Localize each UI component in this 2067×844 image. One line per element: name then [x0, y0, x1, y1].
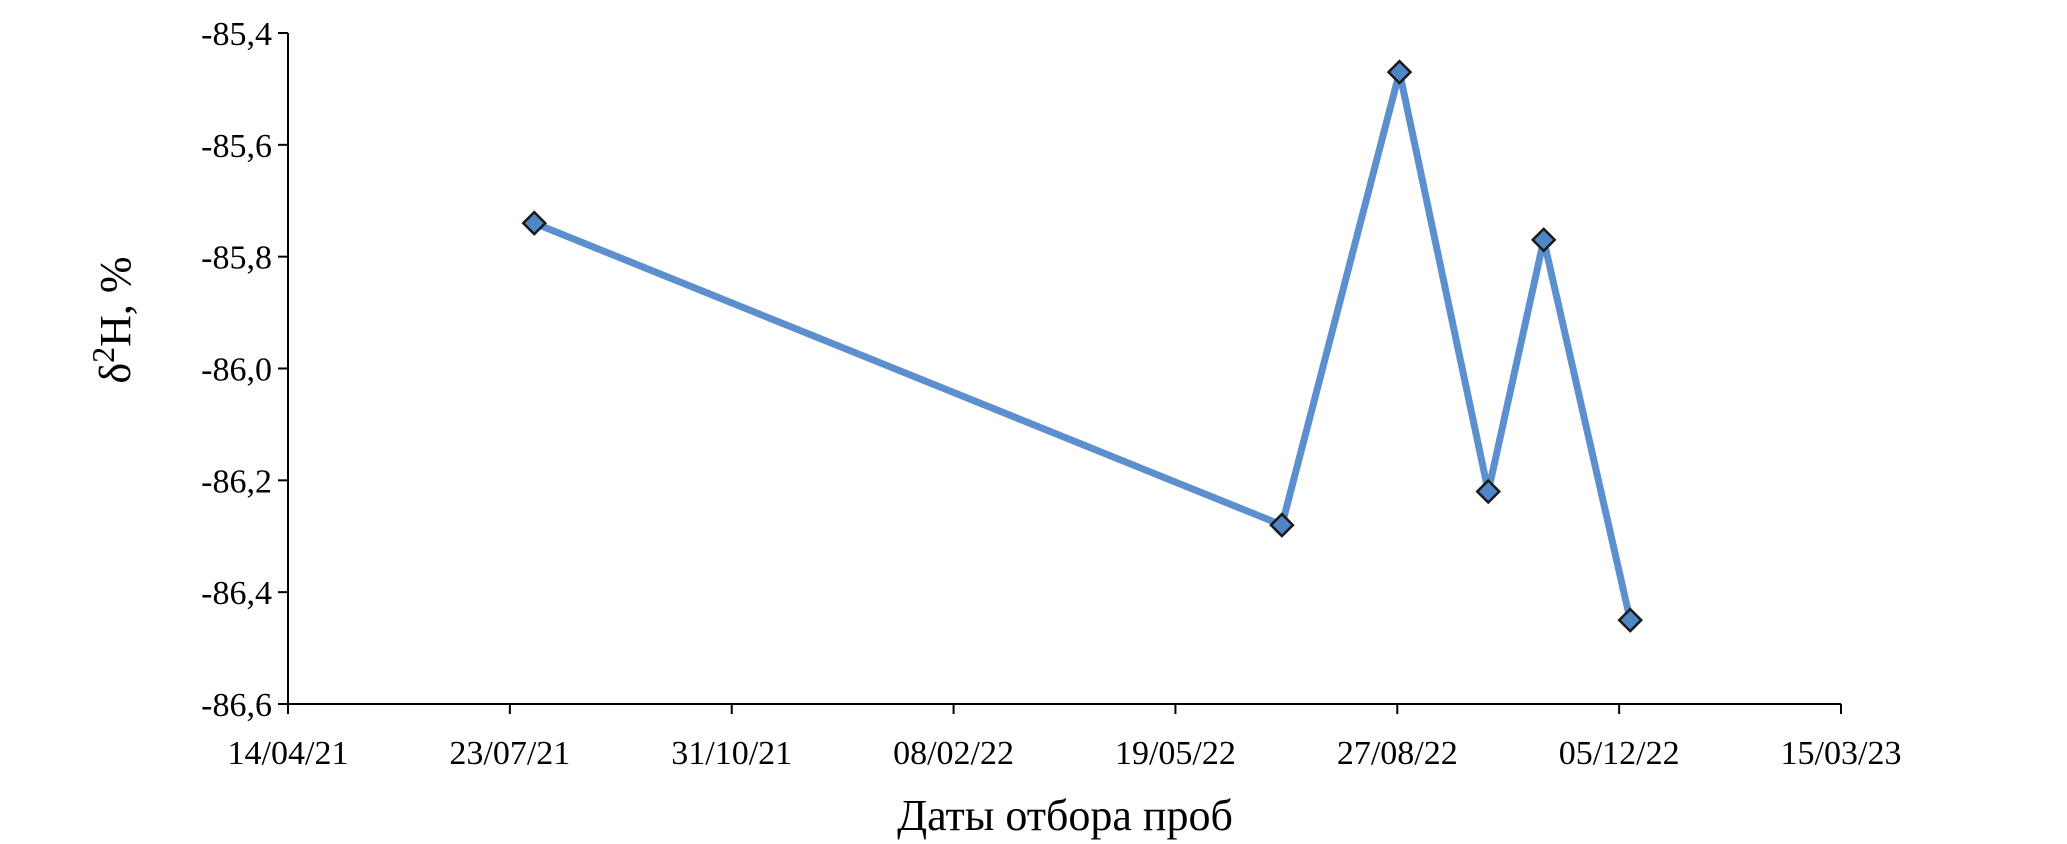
data-point-marker — [1269, 512, 1295, 538]
data-point-marker — [1530, 227, 1557, 253]
y-tick-label: -86,4 — [201, 575, 272, 612]
data-point-marker — [1617, 607, 1644, 633]
data-point-marker — [1475, 478, 1502, 505]
y-axis-title-prefix: δ — [91, 363, 140, 384]
x-axis-title: Даты отбора проб — [897, 791, 1233, 840]
y-tick-label: -86,0 — [201, 352, 272, 389]
x-axis: 14/04/21 23/07/21 31/10/21 08/02/22 19/05/22… — [228, 703, 1902, 772]
data-point-marker — [1386, 59, 1413, 85]
data-point-marker — [521, 210, 548, 236]
x-tick-label: 08/02/22 — [893, 735, 1014, 772]
series-line — [530, 68, 1634, 624]
y-tick-label: -85,4 — [201, 16, 272, 53]
x-tick-label: 27/08/22 — [1337, 735, 1458, 772]
y-axis-title: δ2H, % — [85, 256, 140, 383]
x-tick-label: 14/04/21 — [228, 735, 349, 772]
y-axis-title-main: H, % — [91, 256, 140, 346]
y-tick-label: -85,8 — [201, 240, 272, 277]
x-tick-label: 05/12/22 — [1559, 735, 1680, 772]
y-axis-title-superscript: 2 — [85, 347, 121, 363]
y-tick-label: -86,6 — [201, 687, 272, 724]
y-tick-label: -85,6 — [201, 128, 272, 165]
x-tick-label: 15/03/23 — [1781, 735, 1902, 772]
x-tick-label: 23/07/21 — [449, 735, 570, 772]
data-series — [521, 59, 1644, 633]
y-tick-label: -86,2 — [201, 463, 272, 500]
x-tick-label: 19/05/22 — [1115, 735, 1236, 772]
x-tick-label: 31/10/21 — [671, 735, 792, 772]
y-axis: -85,4 -85,6 -85,8 -86,0 -86,2 -86,4 -86,6 — [201, 16, 289, 724]
